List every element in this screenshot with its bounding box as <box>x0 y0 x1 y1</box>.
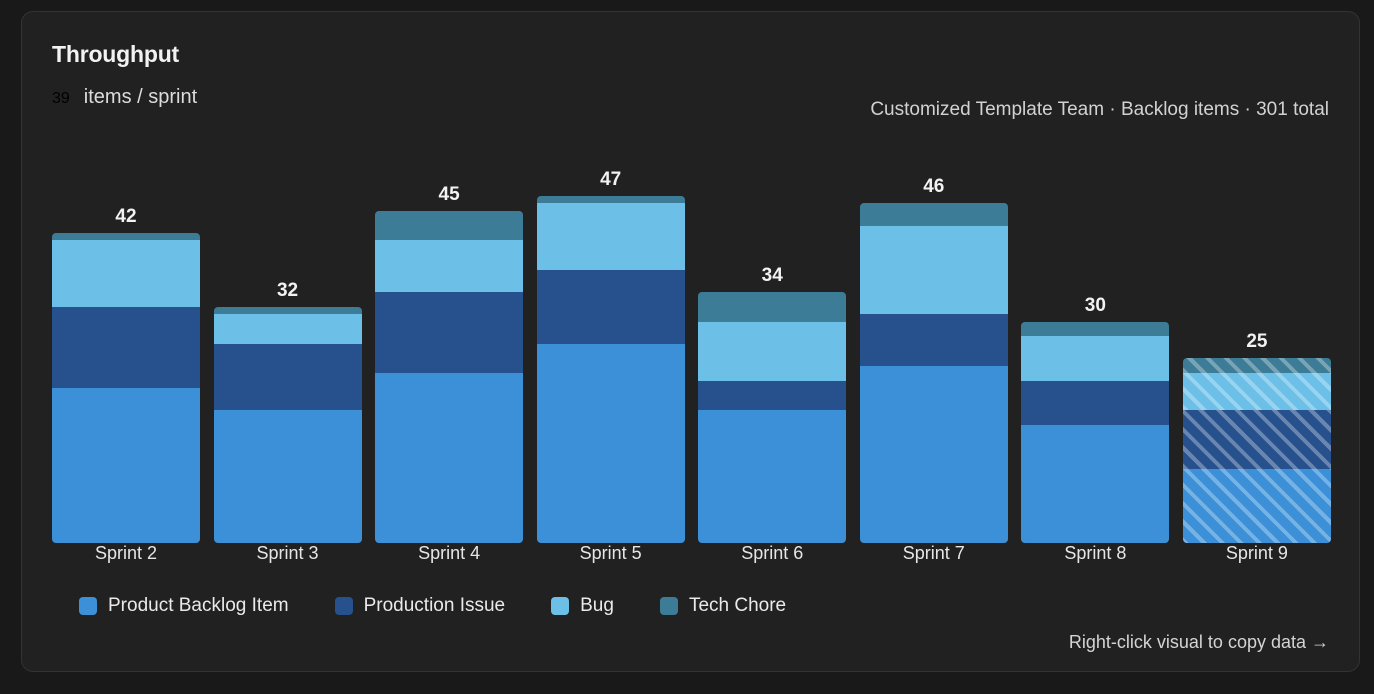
bar-segment[interactable] <box>859 225 1008 315</box>
x-axis-label: Sprint 4 <box>418 543 481 563</box>
bar-column[interactable]: 46 <box>859 145 1008 543</box>
bar-segment[interactable] <box>1021 424 1170 543</box>
bar-segment[interactable] <box>1182 373 1331 411</box>
bar-segment[interactable] <box>213 343 362 411</box>
bar-stack[interactable] <box>52 232 200 543</box>
bar-total-label: 47 <box>600 169 622 191</box>
legend-label: Tech Chore <box>688 595 787 616</box>
legend-item[interactable]: Product Backlog Item <box>79 595 289 617</box>
bar-segment[interactable] <box>1021 321 1170 337</box>
legend-item[interactable]: Production Issue <box>334 595 506 617</box>
bar-column[interactable]: 47 <box>536 145 685 543</box>
bar-segment[interactable] <box>52 240 200 307</box>
throughput-chart[interactable]: 42 32 45 47 34 46 30 25 <box>52 145 1331 543</box>
bar-segment[interactable] <box>698 410 847 543</box>
metric-row: 39 items / sprint Customized Template Te… <box>52 87 1329 125</box>
bar-segment[interactable] <box>213 410 362 543</box>
copy-data-hint[interactable]: Right-click visual to copy data → <box>1068 632 1329 652</box>
bar-segment[interactable] <box>213 306 362 315</box>
x-axis-label: Sprint 8 <box>1064 543 1127 563</box>
widget-meta-text: Customized Template Team · Backlog items… <box>870 99 1329 120</box>
bar-segment[interactable] <box>375 292 524 374</box>
bar-total-label: 42 <box>115 205 137 227</box>
x-axis-label: Sprint 6 <box>741 543 804 563</box>
legend-label: Production Issue <box>363 595 506 616</box>
bar-segment[interactable] <box>536 203 685 270</box>
bar-column[interactable]: 25 <box>1182 145 1331 543</box>
bar-segment[interactable] <box>698 321 847 381</box>
metric-unit: items / sprint <box>83 86 198 108</box>
legend-item[interactable]: Tech Chore <box>659 595 787 617</box>
bar-segment[interactable] <box>859 365 1008 543</box>
bar-total-label: 34 <box>761 264 783 286</box>
metric-value: 39 <box>52 90 70 107</box>
bar-segment[interactable] <box>698 380 847 411</box>
bar-total-label: 32 <box>276 279 299 301</box>
x-axis-label: Sprint 2 <box>94 543 158 563</box>
bar-total-label: 25 <box>1246 331 1268 353</box>
bar-segment[interactable] <box>536 196 685 204</box>
bar-stack[interactable] <box>1182 358 1331 543</box>
x-axis-label: Sprint 3 <box>256 543 319 563</box>
bar-segment[interactable] <box>859 203 1008 226</box>
bar-segment[interactable] <box>52 387 200 543</box>
bar-stack[interactable] <box>859 203 1008 543</box>
legend-swatch-icon <box>79 597 97 615</box>
bar-segment[interactable] <box>375 373 524 543</box>
bar-segment[interactable] <box>1182 410 1331 470</box>
bar-segment[interactable] <box>1182 469 1331 543</box>
bar-column[interactable]: 42 <box>52 145 200 543</box>
legend-swatch-icon <box>334 597 353 615</box>
bar-segment[interactable] <box>859 314 1008 366</box>
bar-segment[interactable] <box>1021 380 1170 425</box>
bar-column[interactable]: 30 <box>1021 145 1170 543</box>
bar-total-label: 45 <box>438 183 460 205</box>
bar-stack[interactable] <box>698 291 847 543</box>
x-axis-label: Sprint 5 <box>579 543 642 563</box>
chart-plot-area: 42 32 45 47 34 46 30 25 <box>52 145 1331 543</box>
bar-stack[interactable] <box>536 196 685 543</box>
bar-segment[interactable] <box>698 291 847 322</box>
bar-column[interactable]: 34 <box>698 145 847 543</box>
bar-segment[interactable] <box>536 269 685 344</box>
x-axis-label: Sprint 7 <box>902 543 965 563</box>
bar-segment[interactable] <box>375 240 524 292</box>
bar-segment[interactable] <box>52 232 200 241</box>
x-axis-label: Sprint 9 <box>1225 543 1288 563</box>
metric-primary: 39 items / sprint <box>52 87 1329 108</box>
legend-label: Bug <box>580 595 614 616</box>
bar-column[interactable]: 32 <box>213 145 362 543</box>
bar-column[interactable]: 45 <box>375 145 524 543</box>
page-title: Throughput <box>52 41 180 67</box>
bar-segment[interactable] <box>536 343 685 543</box>
chart-legend: Product Backlog Item Production Issue Bug T… <box>79 595 832 617</box>
bar-stack[interactable] <box>1021 321 1170 543</box>
widget-header: Throughput 39 items / sprint Customized … <box>52 41 1329 125</box>
legend-label: Product Backlog Item <box>108 595 289 616</box>
bar-segment[interactable] <box>1182 358 1331 374</box>
throughput-widget-card[interactable]: Throughput 39 items / sprint Customized … <box>21 11 1360 672</box>
chart-x-axis: Sprint 2 Sprint 3 Sprint 4 Sprint 5 Sprint 6… <box>52 543 1331 564</box>
bar-segment[interactable] <box>1021 336 1170 381</box>
legend-swatch-icon <box>551 597 570 615</box>
bar-total-label: 46 <box>923 176 945 198</box>
legend-item[interactable]: Bug <box>551 595 614 617</box>
bar-segment[interactable] <box>375 210 524 241</box>
bar-total-label: 30 <box>1084 294 1106 316</box>
bar-stack[interactable] <box>213 306 362 543</box>
bar-segment[interactable] <box>213 314 362 344</box>
legend-swatch-icon <box>659 597 678 615</box>
bar-stack[interactable] <box>375 210 524 543</box>
bar-segment[interactable] <box>52 306 200 388</box>
